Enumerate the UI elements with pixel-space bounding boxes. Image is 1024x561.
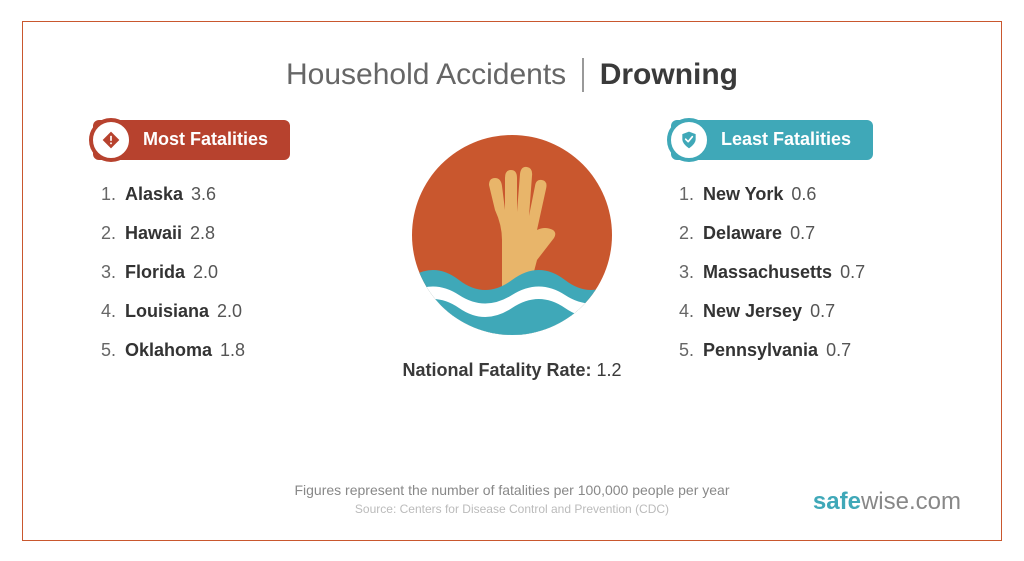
title-topic: Drowning [600,58,738,92]
brand-dotcom: .com [909,488,961,515]
list-item: 1.New York0.6 [679,184,931,205]
most-fatalities-list: 1.Alaska3.6 2.Hawaii2.8 3.Florida2.0 4.L… [93,184,353,361]
list-item: 4.Louisiana2.0 [101,301,353,322]
list-item: 4.New Jersey0.7 [679,301,931,322]
list-item: 5.Oklahoma1.8 [101,340,353,361]
title-divider [582,58,584,92]
most-fatalities-label: Most Fatalities [143,129,268,150]
least-fatalities-list: 1.New York0.6 2.Delaware0.7 3.Massachuse… [671,184,931,361]
alert-icon [89,118,133,162]
drowning-hand-icon [407,130,617,340]
most-fatalities-column: Most Fatalities 1.Alaska3.6 2.Hawaii2.8 … [93,120,353,379]
list-item: 5.Pennsylvania0.7 [679,340,931,361]
list-item: 2.Delaware0.7 [679,223,931,244]
list-item: 3.Florida2.0 [101,262,353,283]
national-rate-label: National Fatality Rate: [402,360,591,380]
least-fatalities-column: Least Fatalities 1.New York0.6 2.Delawar… [671,120,931,379]
list-item: 3.Massachusetts0.7 [679,262,931,283]
brand-wise: wise [861,488,909,515]
shield-check-icon [667,118,711,162]
national-rate-value: 1.2 [597,360,622,380]
center-illustration: National Fatality Rate: 1.2 [382,120,642,381]
brand-logo: safewise.com [813,488,961,516]
national-rate: National Fatality Rate: 1.2 [402,360,621,381]
infographic-frame: Household Accidents Drowning Most Fatali… [22,21,1002,541]
list-item: 1.Alaska3.6 [101,184,353,205]
title-category: Household Accidents [286,58,566,92]
most-fatalities-badge: Most Fatalities [93,120,290,160]
brand-safe: safe [813,488,861,515]
columns: Most Fatalities 1.Alaska3.6 2.Hawaii2.8 … [63,120,961,381]
list-item: 2.Hawaii2.8 [101,223,353,244]
header: Household Accidents Drowning [63,58,961,92]
least-fatalities-badge: Least Fatalities [671,120,873,160]
least-fatalities-label: Least Fatalities [721,129,851,150]
